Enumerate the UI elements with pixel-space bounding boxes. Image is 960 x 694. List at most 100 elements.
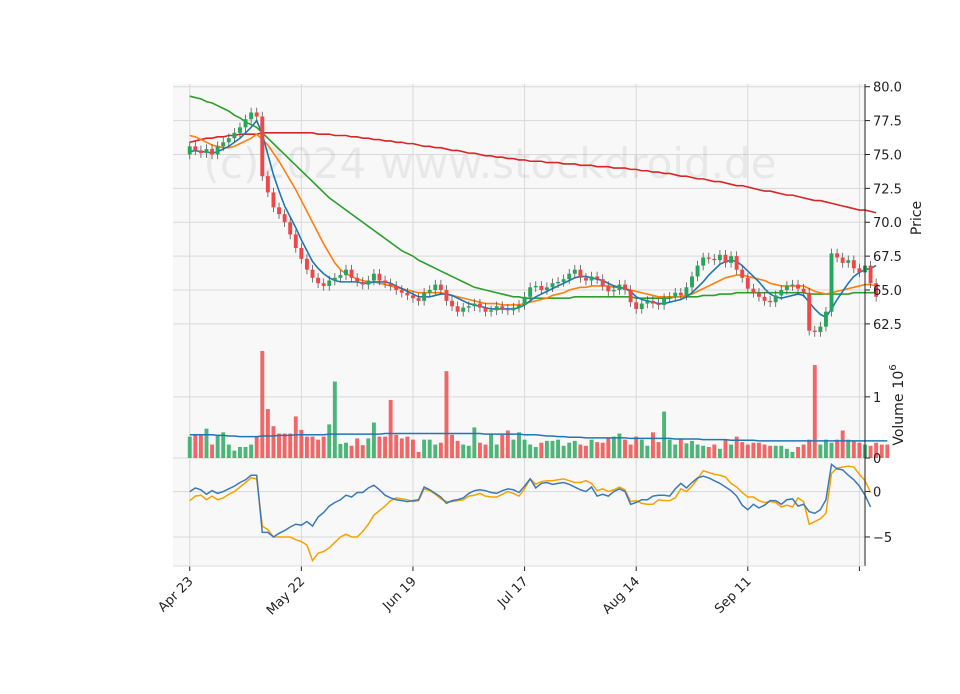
candle-body [846, 260, 851, 263]
candle-body [411, 295, 415, 299]
volume-axis-label-text: Volume [891, 394, 907, 446]
candle-body [455, 306, 460, 312]
candle-body [221, 142, 226, 147]
candle-body [796, 284, 800, 289]
ma-red-line [189, 131, 877, 214]
candle-body [238, 127, 242, 133]
candle-body [522, 296, 527, 305]
volume-bar [383, 436, 388, 458]
volume-bar [784, 448, 789, 458]
candle-body [500, 306, 505, 309]
volume-bar [678, 438, 683, 458]
candle-body [544, 287, 549, 291]
macd-line [189, 462, 872, 538]
candle-body [377, 273, 382, 281]
candle-body [494, 306, 499, 311]
x-tick-label: Jun 19 [379, 574, 419, 614]
candle-body [768, 300, 773, 303]
candle-body [271, 192, 276, 208]
candle-body [399, 290, 404, 293]
volume-bar [650, 432, 655, 458]
candle-body [243, 119, 248, 128]
candle-body [823, 311, 828, 327]
candle-body [589, 276, 594, 281]
volume-bar [823, 439, 828, 458]
volume-bar [517, 432, 521, 458]
price-axis-label: Price [909, 201, 925, 235]
candle-body [304, 258, 309, 270]
candle-body [472, 303, 477, 307]
volume-bar [427, 439, 432, 458]
volume-bar [327, 424, 332, 458]
candle-body [366, 280, 371, 285]
volume-bar [461, 444, 466, 458]
candle-body [260, 116, 265, 177]
candlesticks [187, 107, 879, 337]
volume-bar [360, 445, 365, 458]
x-tick-label: Apr 23 [155, 574, 196, 615]
candle-body [561, 279, 566, 282]
moving-averages [189, 95, 877, 319]
volume-bar [885, 444, 890, 458]
candle-body [466, 306, 471, 308]
candle-body [729, 256, 734, 263]
volume-bar [773, 445, 778, 458]
candle-body [740, 269, 745, 278]
volume-bar [857, 442, 862, 458]
volume-bar [505, 430, 510, 458]
candle-body [712, 258, 717, 261]
candle-body [193, 146, 198, 151]
volume-bar [477, 442, 482, 458]
volume-bar [388, 399, 393, 458]
volume-bar [444, 371, 449, 458]
candle-body [210, 149, 215, 155]
candle-body [355, 277, 360, 282]
candle-body [762, 296, 767, 301]
candle-body [695, 265, 700, 277]
macd-tick-label: −5 [873, 531, 892, 546]
candle-body [611, 290, 616, 292]
price-tick-label: 65.0 [873, 284, 902, 299]
volume-bar [740, 442, 745, 458]
volume-bar [656, 442, 661, 458]
candle-body [383, 280, 388, 284]
candle-body [634, 302, 639, 309]
volume-bar [673, 444, 678, 458]
macd-layer [189, 462, 872, 563]
candle-body [450, 300, 454, 307]
candle-body [723, 254, 728, 263]
candle-body [600, 279, 605, 286]
volume-bar [584, 445, 588, 458]
candle-body [606, 285, 611, 292]
price-tick-label: 70.0 [873, 216, 902, 231]
volume-bar [550, 440, 555, 458]
candle-body [349, 269, 354, 278]
volume-bar [801, 444, 806, 458]
candle-body [868, 265, 873, 284]
volume-bar [600, 442, 605, 458]
candle-body [517, 304, 521, 308]
candle-body [511, 307, 516, 311]
candle-body [254, 112, 259, 117]
candle-body [483, 307, 488, 312]
volume-bar [310, 436, 315, 458]
candle-body [801, 288, 806, 293]
candle-body [829, 253, 834, 312]
volume-bar [578, 444, 583, 458]
volume-bar [717, 448, 722, 458]
volume-bar [438, 442, 443, 458]
candle-body [851, 260, 856, 269]
x-tick-label: May 22 [264, 574, 308, 618]
volume-bar [511, 439, 516, 458]
volume-bar [288, 433, 293, 458]
macd-panel-bg [173, 458, 865, 566]
volume-bar [639, 439, 644, 458]
volume-bar [684, 443, 689, 458]
candle-body [394, 285, 399, 291]
candle-body [288, 222, 293, 235]
volume-bar [304, 436, 309, 458]
candle-body [857, 268, 862, 273]
candle-body [623, 284, 627, 291]
volume-bar [589, 439, 594, 458]
volume-axis-exponent-power: 6 [888, 364, 899, 370]
